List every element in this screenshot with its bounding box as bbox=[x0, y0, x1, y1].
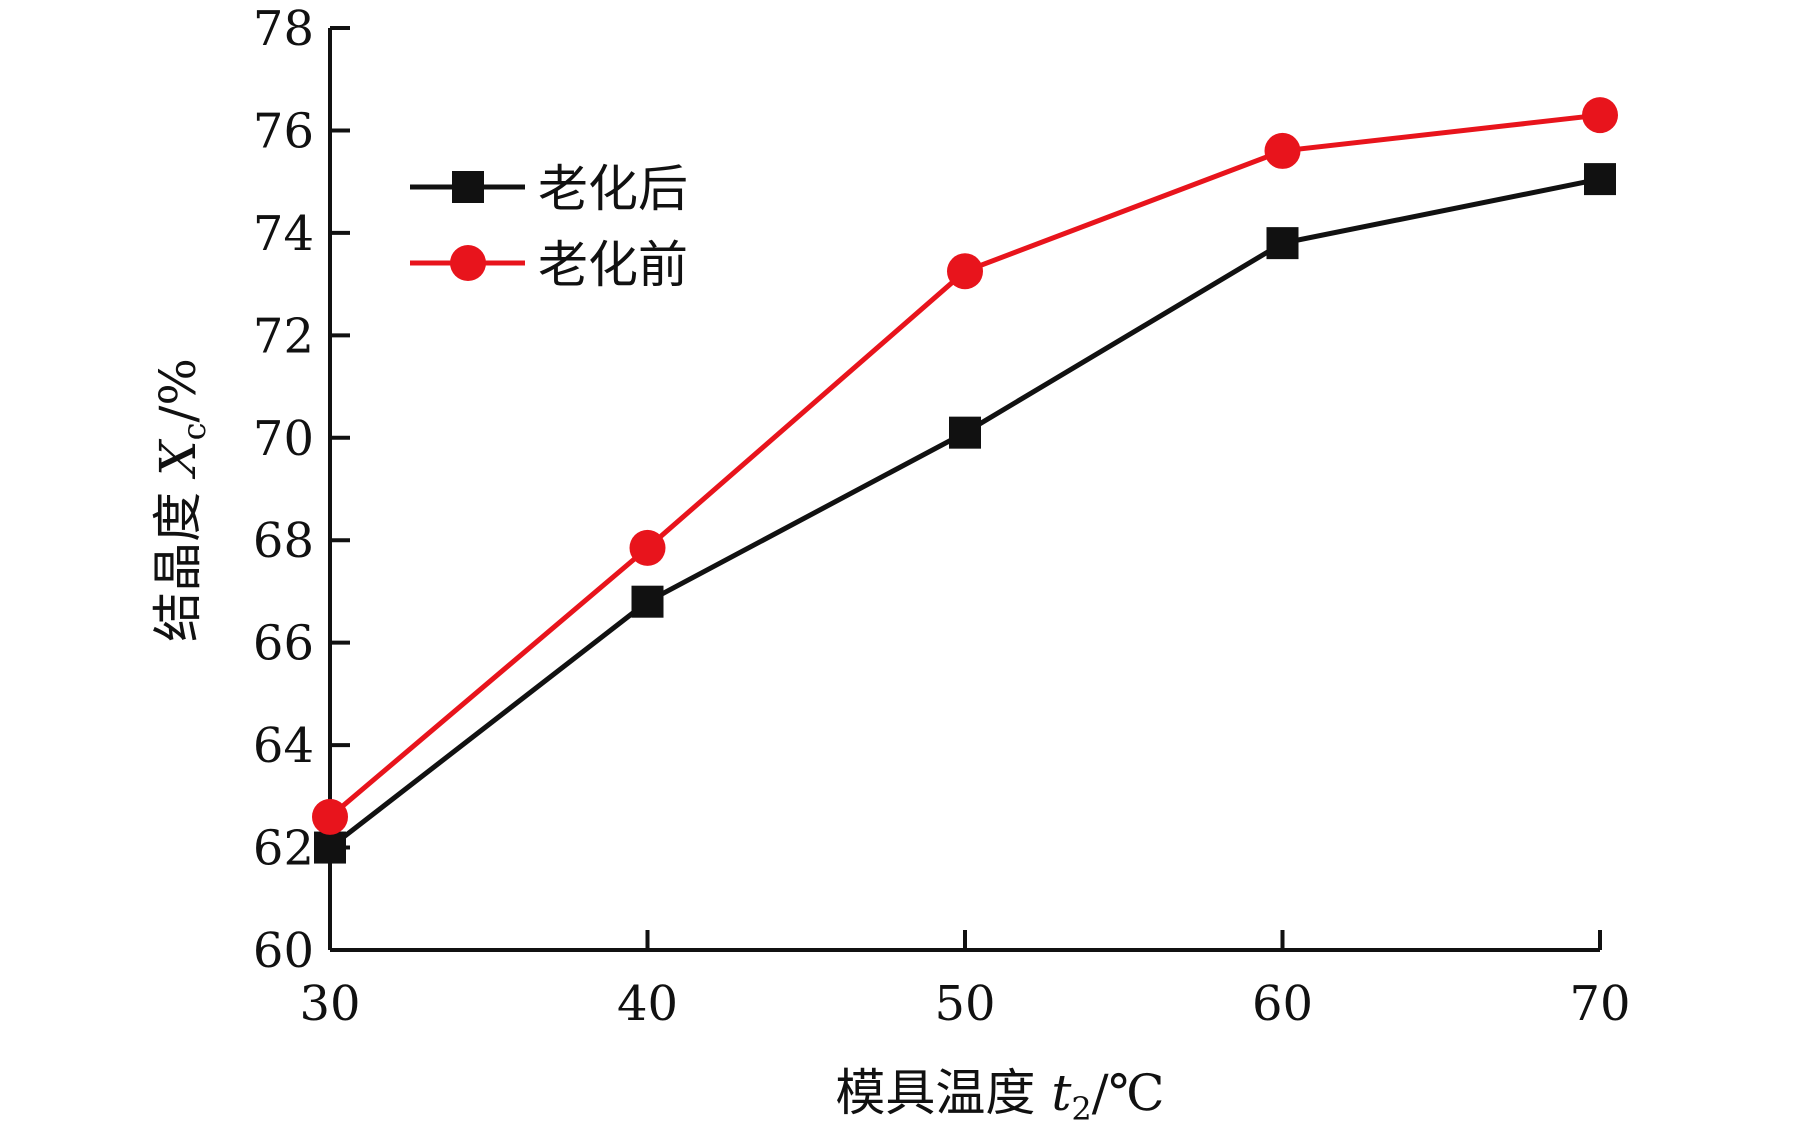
x-tick-label: 50 bbox=[934, 976, 995, 1032]
axes: 60 62 64 66 68 70 72 74 76 78 30 40 50 60 70 bbox=[253, 1, 1631, 1032]
x-tick-label: 70 bbox=[1569, 976, 1630, 1032]
data-point-series-0 bbox=[631, 585, 664, 618]
x-tick-label: 30 bbox=[299, 976, 360, 1032]
y-tick-label: 72 bbox=[253, 308, 314, 364]
y-tick-label: 60 bbox=[253, 923, 314, 979]
data-point-series-1 bbox=[312, 798, 348, 835]
legend: 老化后 老化前 bbox=[410, 160, 688, 294]
y-tick-label: 68 bbox=[253, 513, 314, 569]
data-point-series-0 bbox=[314, 831, 346, 864]
y-axis-title-unit: /% bbox=[149, 358, 207, 422]
x-axis-title-sub: 2 bbox=[1071, 1090, 1091, 1128]
legend-label-series-0: 老化后 bbox=[538, 160, 688, 218]
legend-marker-series-0 bbox=[452, 171, 484, 203]
x-tick-label: 40 bbox=[617, 976, 678, 1032]
x-tick-label: 60 bbox=[1252, 976, 1313, 1032]
data-point-series-1 bbox=[1582, 97, 1618, 134]
x-axis-title-main: 模具温度 bbox=[835, 1064, 1051, 1122]
y-tick-label: 66 bbox=[253, 616, 314, 672]
y-tick-label: 76 bbox=[253, 103, 314, 159]
y-tick-label: 64 bbox=[253, 718, 314, 774]
data-point-series-0 bbox=[1266, 227, 1299, 260]
y-axis-title-sub: c bbox=[175, 422, 213, 440]
data-point-series-1 bbox=[947, 253, 983, 290]
data-point-series-0 bbox=[1584, 163, 1616, 196]
series-line-1 bbox=[328, 112, 1601, 819]
y-axis-title-main: 结晶度 bbox=[149, 476, 207, 642]
x-axis-title-var: t bbox=[1051, 1064, 1072, 1122]
x-axis-title: 模具温度 t2/℃ bbox=[835, 1064, 1164, 1128]
series-layer bbox=[312, 97, 1618, 864]
data-point-series-0 bbox=[949, 416, 981, 449]
y-axis-title: 结晶度 Xc/% bbox=[149, 358, 213, 642]
data-point-series-1 bbox=[629, 529, 666, 566]
y-tick-label: 74 bbox=[253, 206, 314, 262]
legend-marker-series-1 bbox=[450, 245, 486, 281]
data-point-series-1 bbox=[1264, 132, 1301, 169]
y-tick-label: 78 bbox=[253, 1, 314, 57]
series-1 bbox=[312, 97, 1618, 835]
y-tick-label: 62 bbox=[253, 821, 314, 877]
y-tick-label: 70 bbox=[253, 411, 314, 467]
x-axis-title-unit: /℃ bbox=[1092, 1064, 1165, 1122]
legend-label-series-1: 老化前 bbox=[538, 236, 688, 294]
y-axis-title-var: X bbox=[149, 438, 207, 480]
series-0 bbox=[314, 163, 1616, 864]
